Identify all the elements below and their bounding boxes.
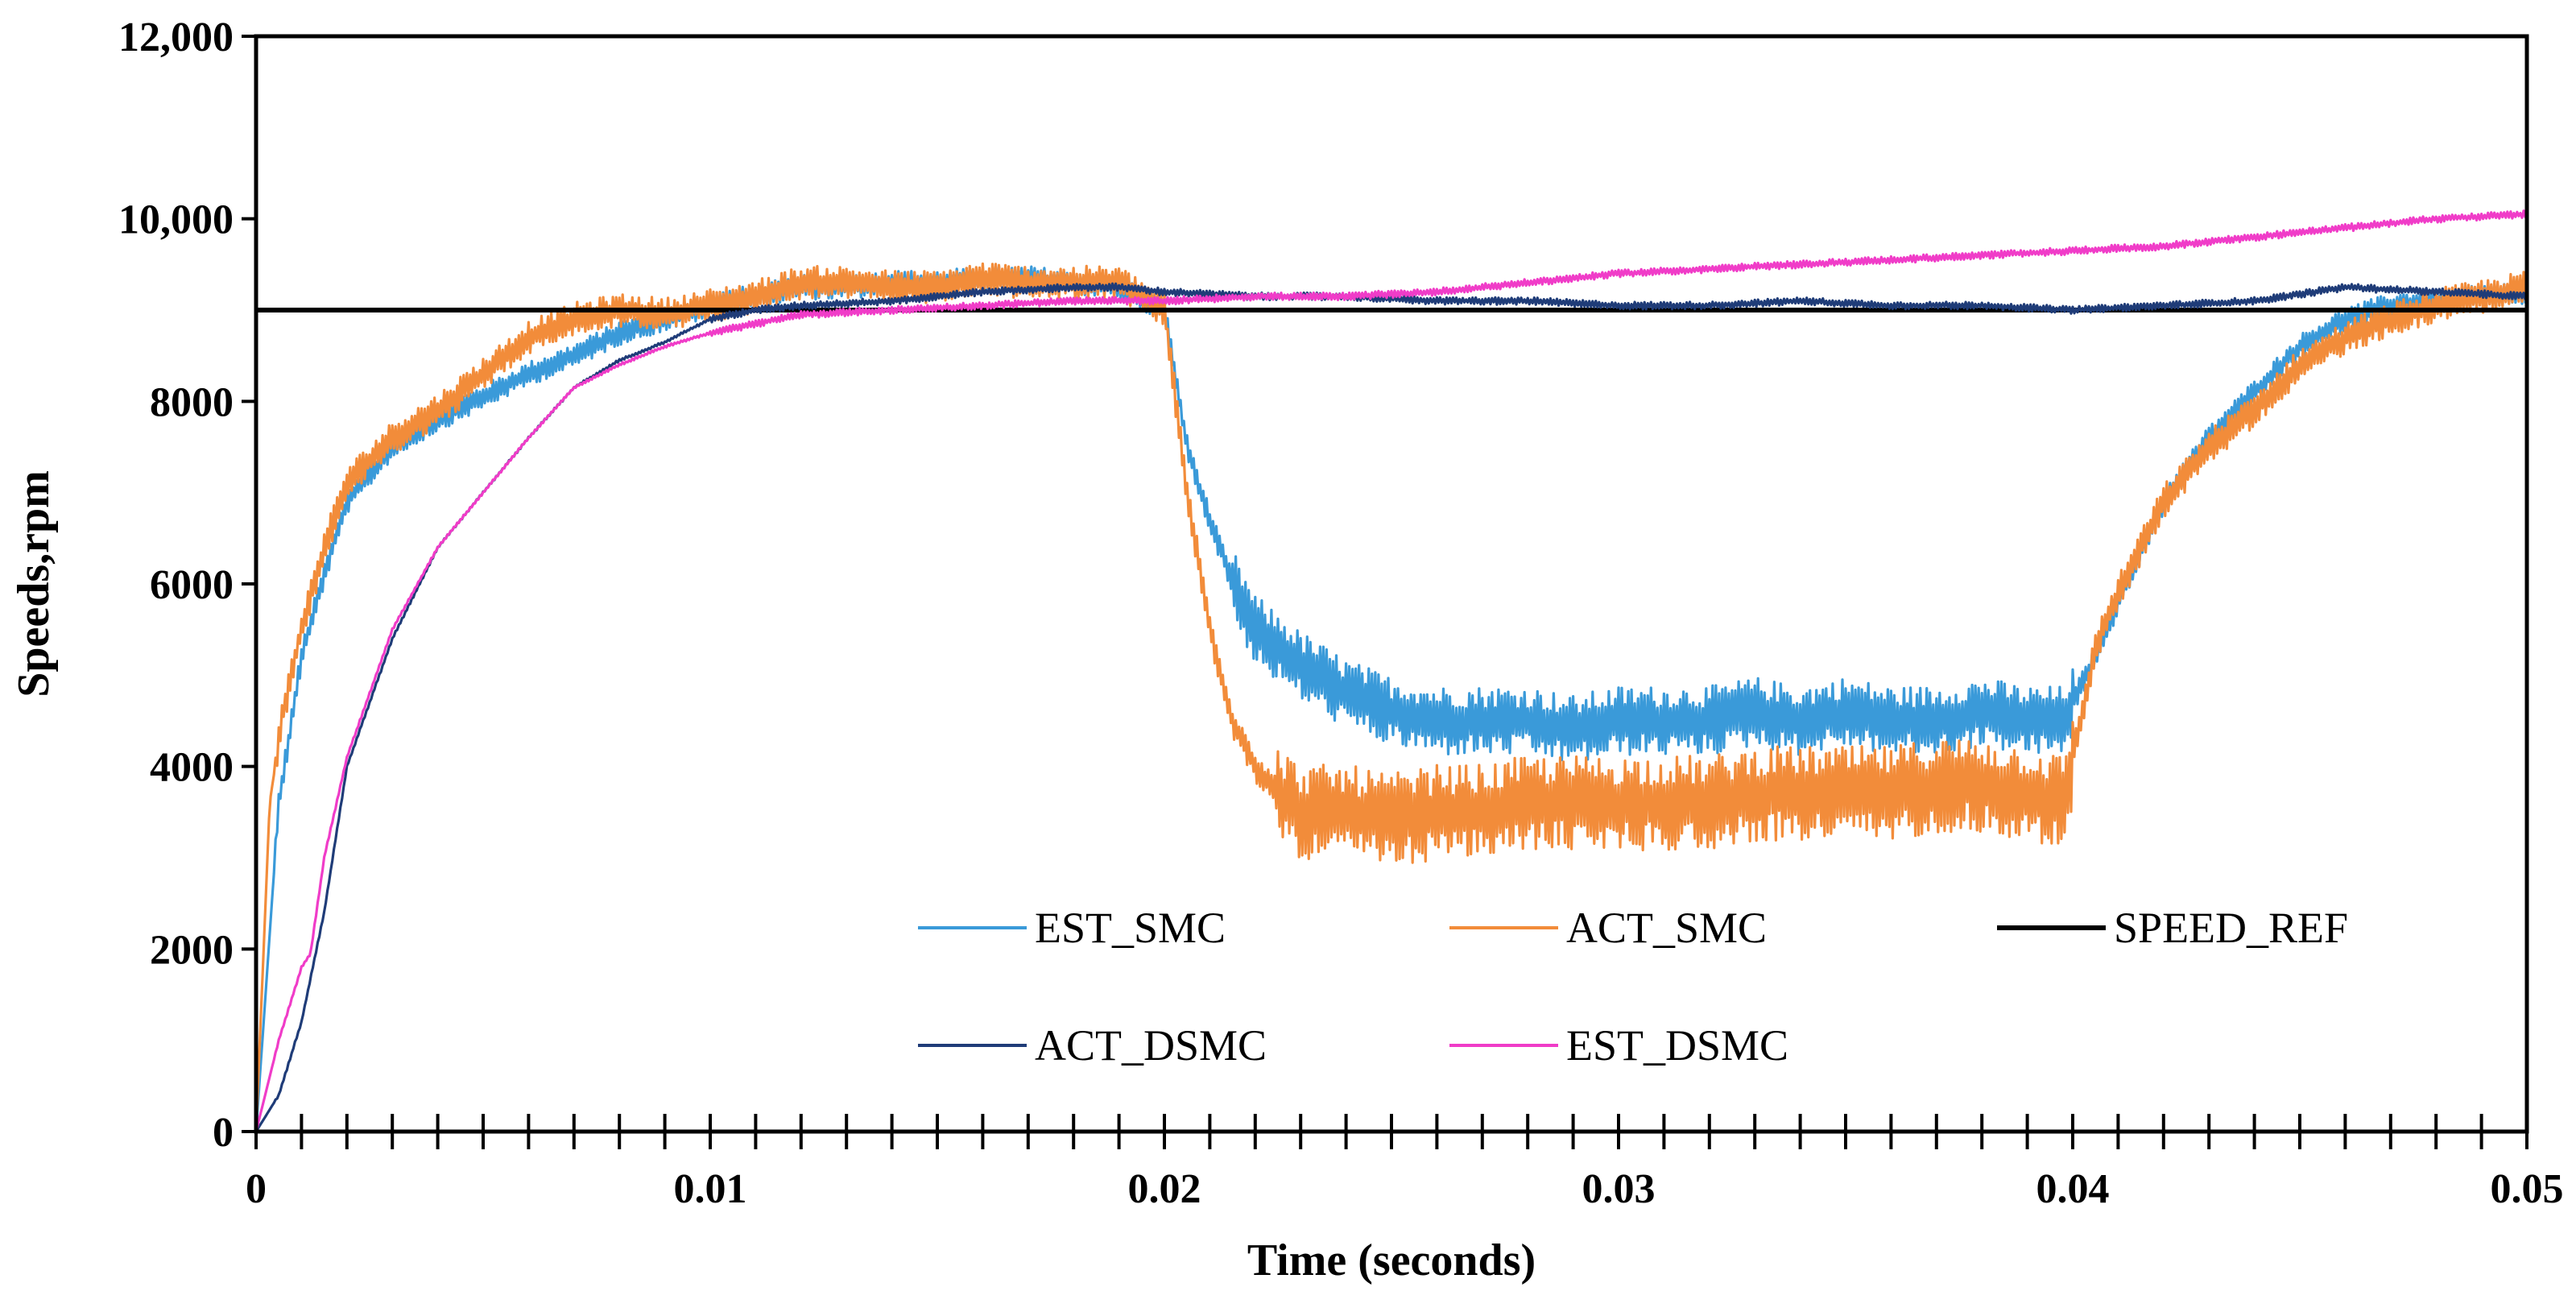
legend: EST_SMC ACT_SMC SPEED_REF ACT_DSMC EST_DSMC <box>918 904 2348 1070</box>
x-axis-title: Time (seconds) <box>1247 1235 1536 1285</box>
y-tick-label: 2000 <box>150 927 234 973</box>
legend-label: ACT_DSMC <box>1035 1021 1267 1070</box>
series-line-est-smc <box>254 265 2528 1132</box>
y-axis-title: Speeds,rpm <box>9 470 59 697</box>
x-axis-ticks: 0 0.01 0.02 0.03 0.04 0.05 <box>246 1114 2564 1212</box>
series-line-act-dsmc <box>254 282 2528 1132</box>
y-tick-label: 6000 <box>150 562 234 608</box>
x-tick-label: 0.04 <box>2036 1166 2110 1212</box>
series-line-act-smc <box>254 262 2528 1132</box>
y-tick-label: 0 <box>213 1110 234 1156</box>
y-axis-ticks: 0 2000 4000 6000 8000 10,000 12,000 <box>118 14 256 1156</box>
y-tick-label: 12,000 <box>118 14 234 60</box>
legend-label: EST_SMC <box>1035 904 1226 952</box>
y-tick-label: 4000 <box>150 745 234 791</box>
plot-frame <box>254 34 2529 1134</box>
x-tick-label: 0.05 <box>2491 1166 2564 1212</box>
x-tick-label: 0 <box>246 1166 267 1212</box>
series-line-est-dsmc <box>254 209 2528 1132</box>
legend-label: SPEED_REF <box>2114 904 2348 952</box>
x-tick-label: 0.01 <box>674 1166 747 1212</box>
legend-label: ACT_SMC <box>1566 904 1767 952</box>
y-tick-label: 8000 <box>150 379 234 425</box>
x-tick-label: 0.03 <box>1582 1166 1656 1212</box>
series-layer <box>254 209 2528 1132</box>
y-tick-label: 10,000 <box>118 197 234 243</box>
x-tick-label: 0.02 <box>1128 1166 1201 1212</box>
legend-label: EST_DSMC <box>1566 1021 1788 1070</box>
